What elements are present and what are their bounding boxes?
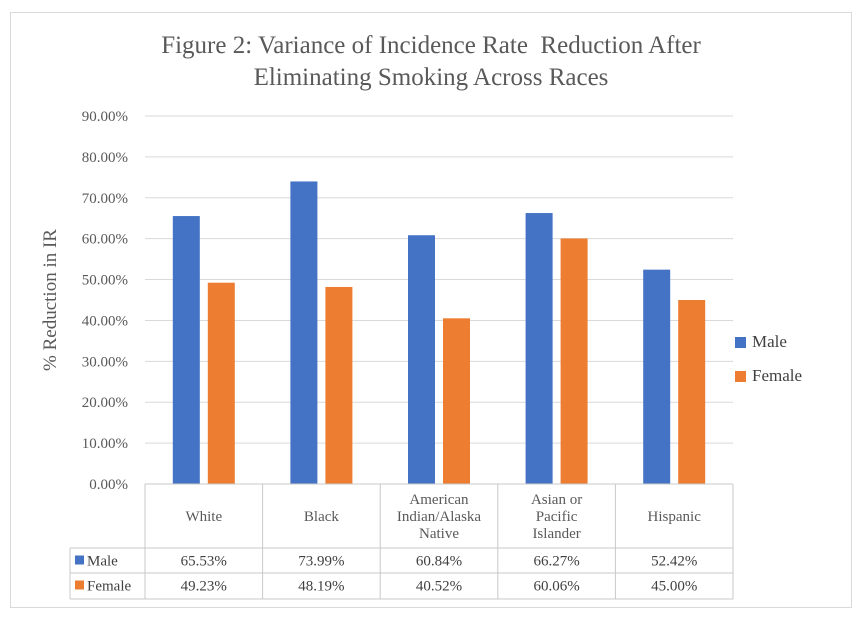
y-tick-labels: 0.00% 10.00% 20.00% 30.00% 40.00% 50.00% 60.00… — [82, 109, 128, 493]
table-value-cell: 60.84% — [416, 554, 462, 570]
y-tick-label: 0.00% — [89, 477, 128, 493]
bars — [172, 181, 706, 484]
bar-female — [325, 286, 353, 484]
x-tick-label: Native — [419, 526, 459, 542]
y-tick-label: 40.00% — [82, 313, 128, 329]
chart-title-line-2: Eliminating Smoking Across Races — [253, 64, 609, 91]
y-tick-label: 10.00% — [82, 436, 128, 452]
x-tick-label: Hispanic — [648, 509, 702, 525]
table-value-cell: 49.23% — [181, 579, 227, 595]
legend-item-male: Male — [735, 325, 802, 359]
table-legend-swatch — [75, 555, 84, 565]
x-tick-label: White — [185, 509, 222, 525]
y-tick-label: 60.00% — [82, 232, 128, 248]
legend-swatch-female — [735, 370, 746, 382]
bar-female — [678, 300, 706, 484]
y-tick-label: 20.00% — [82, 395, 128, 411]
x-tick-label: Indian/Alaska — [397, 509, 481, 525]
table-value-cell: 66.27% — [533, 554, 579, 570]
table-series-name: Female — [87, 579, 131, 595]
table-value-cell: 48.19% — [298, 579, 344, 595]
table-series-name: Male — [87, 554, 118, 570]
bar-male — [643, 269, 671, 484]
x-tick-label: Pacific — [536, 509, 578, 525]
bar-male — [525, 213, 553, 484]
table-value-cell: 52.42% — [651, 554, 697, 570]
bar-female — [560, 238, 588, 484]
gridlines — [145, 115, 733, 444]
table-value-cell: 45.00% — [651, 579, 697, 595]
chart-title-line-1: Figure 2: Variance of Incidence Rate Red… — [161, 32, 701, 59]
table-value-cell: 65.53% — [181, 554, 227, 570]
x-tick-label: Islander — [532, 526, 580, 542]
y-tick-label: 70.00% — [82, 191, 128, 207]
legend-label-male: Male — [752, 332, 787, 351]
x-tick-label: Black — [304, 509, 339, 525]
bar-male — [290, 181, 318, 484]
chart-title: Figure 2: Variance of Incidence Rate Red… — [10, 30, 852, 94]
legend: Male Female — [735, 325, 802, 393]
y-tick-label: 80.00% — [82, 150, 128, 166]
table-value-cell: 40.52% — [416, 579, 462, 595]
x-tick-label: American — [409, 492, 469, 508]
y-axis-label: % Reduction in IR — [40, 229, 61, 371]
x-tick-label: Asian or — [531, 492, 582, 508]
bar-female — [443, 318, 470, 484]
table-value-cell: 60.06% — [533, 579, 579, 595]
bar-female — [207, 282, 235, 484]
y-tick-label: 30.00% — [82, 354, 128, 370]
legend-item-female: Female — [735, 359, 802, 393]
y-tick-label: 50.00% — [82, 273, 128, 289]
table-legend-swatch — [75, 580, 84, 590]
table-value-cell: 73.99% — [298, 554, 344, 570]
y-tick-label: 90.00% — [82, 109, 128, 125]
legend-label-female: Female — [752, 366, 803, 385]
bar-male — [172, 216, 200, 484]
bar-male — [408, 235, 435, 484]
legend-swatch-male — [735, 336, 746, 348]
